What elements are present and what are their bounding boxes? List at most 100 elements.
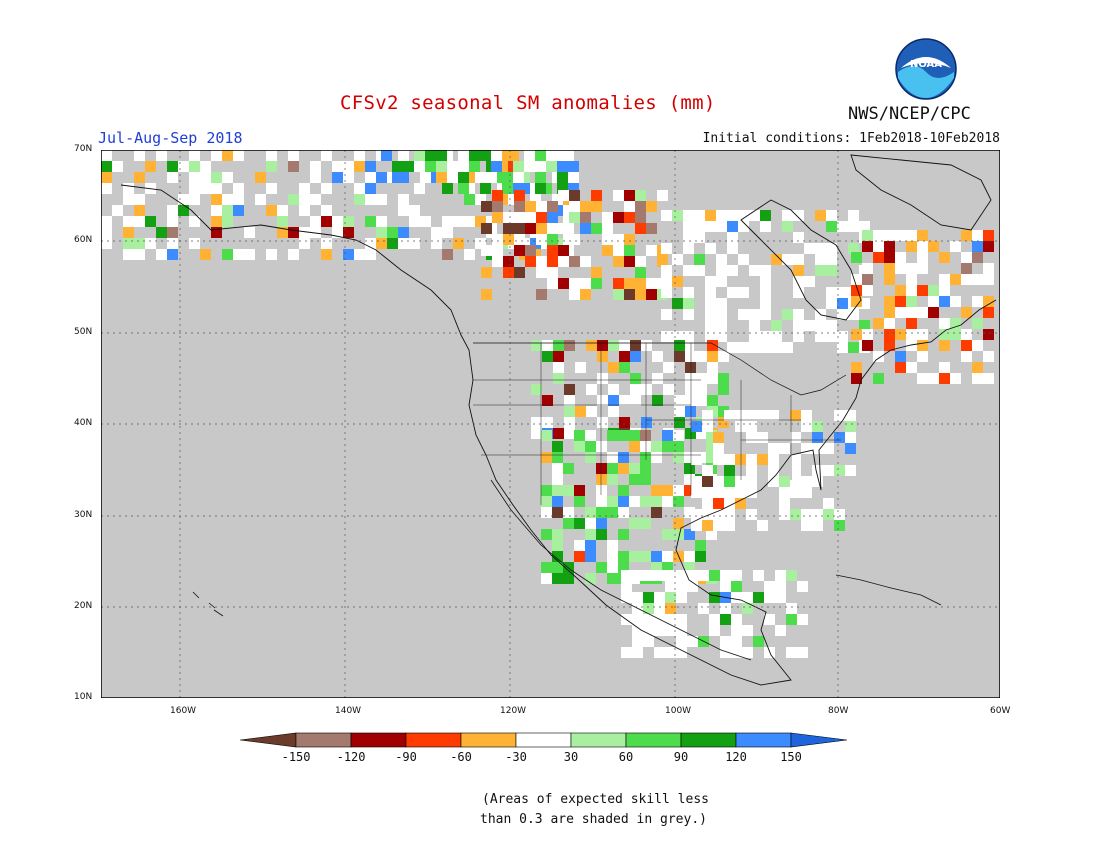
anomaly-cell	[683, 210, 694, 221]
anomaly-cell	[702, 410, 713, 421]
anomaly-cell	[332, 161, 343, 172]
anomaly-cell	[753, 592, 764, 603]
anomaly-cell	[676, 636, 687, 647]
anomaly-cell	[961, 340, 972, 351]
anomaly-cell	[685, 373, 696, 384]
anomaly-cell	[657, 256, 668, 267]
anomaly-cell	[569, 256, 580, 267]
anomaly-cell	[596, 562, 607, 573]
anomaly-cell	[705, 309, 716, 320]
anomaly-cell	[646, 245, 657, 256]
anomaly-cell	[851, 274, 862, 285]
anomaly-cell	[624, 245, 635, 256]
anomaly-cell	[425, 161, 436, 172]
anomaly-cell	[917, 307, 928, 318]
anomaly-cell	[906, 263, 917, 274]
anomaly-cell	[983, 307, 994, 318]
anomaly-cell	[222, 216, 233, 227]
anomaly-cell	[503, 212, 514, 223]
anomaly-cell	[310, 194, 321, 205]
anomaly-cell	[749, 320, 760, 331]
anomaly-cell	[101, 150, 112, 161]
anomaly-cell	[862, 230, 873, 241]
anomaly-cell	[591, 278, 602, 289]
anomaly-cell	[793, 210, 804, 221]
anomaly-cell	[972, 274, 983, 285]
anomaly-cell	[547, 223, 558, 234]
anomaly-cell	[884, 318, 895, 329]
anomaly-cell	[178, 161, 189, 172]
anomaly-cell	[917, 241, 928, 252]
anomaly-cell	[727, 210, 738, 221]
anomaly-cell	[884, 329, 895, 340]
anomaly-cell	[815, 210, 826, 221]
anomaly-cell	[524, 150, 535, 161]
anomaly-cell	[513, 183, 524, 194]
anomaly-cell	[815, 243, 826, 254]
lon-tick-label: 100W	[665, 706, 692, 716]
anomaly-cell	[597, 417, 608, 428]
anomaly-cell	[939, 340, 950, 351]
anomaly-cell	[547, 234, 558, 245]
anomaly-cell	[884, 307, 895, 318]
anomaly-cell	[607, 474, 618, 485]
legend-swatch	[625, 732, 682, 748]
anomaly-cell	[134, 194, 145, 205]
anomaly-cell	[635, 201, 646, 212]
anomaly-cell	[288, 227, 299, 238]
anomaly-cell	[354, 183, 365, 194]
anomaly-cell	[698, 570, 709, 581]
anomaly-cell	[848, 243, 859, 254]
anomaly-cell	[837, 342, 848, 353]
anomaly-cell	[757, 454, 768, 465]
anomaly-cell	[983, 263, 994, 274]
anomaly-cell	[630, 395, 641, 406]
anomaly-cell	[779, 509, 790, 520]
anomaly-cell	[823, 465, 834, 476]
anomaly-cell	[753, 636, 764, 647]
anomaly-cell	[713, 432, 724, 443]
anomaly-cell	[797, 647, 808, 658]
anomaly-cell	[547, 267, 558, 278]
anomaly-cell	[420, 172, 431, 183]
anomaly-cell	[365, 183, 376, 194]
anomaly-cell	[629, 474, 640, 485]
anomaly-cell	[731, 647, 742, 658]
anomaly-cell	[398, 238, 409, 249]
anomaly-cell	[972, 318, 983, 329]
anomaly-cell	[906, 362, 917, 373]
anomaly-cell	[702, 520, 713, 531]
anomaly-cell	[646, 223, 657, 234]
anomaly-cell	[683, 342, 694, 353]
anomaly-cell	[823, 498, 834, 509]
anomaly-cell	[720, 570, 731, 581]
anomaly-cell	[786, 570, 797, 581]
anomaly-cell	[643, 570, 654, 581]
anomaly-cell	[211, 183, 222, 194]
anomaly-cell	[525, 256, 536, 267]
anomaly-cell	[672, 276, 683, 287]
anomaly-cell	[917, 285, 928, 296]
anomaly-cell	[145, 238, 156, 249]
anomaly-cell	[613, 234, 624, 245]
anomaly-cell	[651, 452, 662, 463]
anomaly-cell	[431, 227, 442, 238]
anomaly-cell	[735, 454, 746, 465]
anomaly-cell	[618, 496, 629, 507]
anomaly-cell	[547, 278, 558, 289]
anomaly-cell	[652, 351, 663, 362]
anomaly-cell	[716, 298, 727, 309]
anomaly-cell	[343, 216, 354, 227]
anomaly-cell	[602, 223, 613, 234]
anomaly-cell	[101, 216, 112, 227]
anomaly-cell	[742, 625, 753, 636]
anomaly-cell	[211, 150, 222, 161]
anomaly-cell	[685, 362, 696, 373]
anomaly-cell	[547, 201, 558, 212]
anomaly-cell	[676, 570, 687, 581]
anomaly-cell	[720, 603, 731, 614]
anomaly-cell	[793, 320, 804, 331]
lat-tick-label: 50N	[74, 327, 93, 337]
anomaly-cell	[613, 278, 624, 289]
legend-swatch	[240, 732, 297, 748]
